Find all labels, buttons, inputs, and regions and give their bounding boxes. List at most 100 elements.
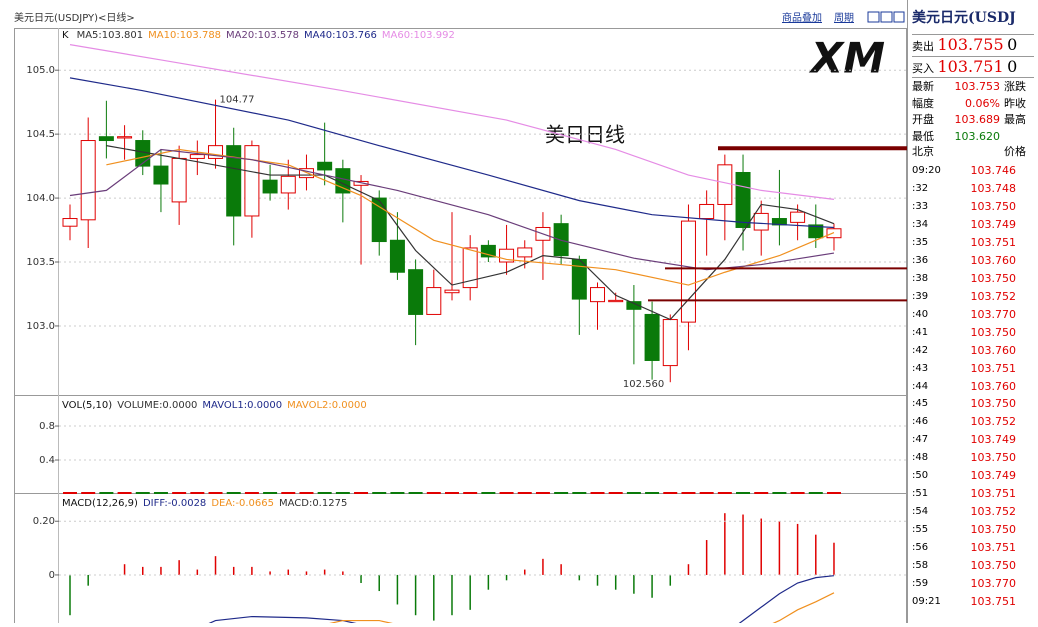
logo-bg	[796, 38, 900, 82]
tick-time: :38	[912, 272, 929, 284]
layout-icon[interactable]	[867, 11, 880, 23]
tick-header: 价格	[1004, 145, 1026, 158]
volume-bar	[426, 492, 441, 494]
candle-body	[462, 247, 478, 289]
volume-bar	[208, 492, 223, 494]
volume-bar	[372, 492, 387, 494]
legend-entry: MA60:103.992	[382, 30, 455, 41]
info-value: 0.06%	[965, 96, 1000, 110]
layout-icon[interactable]	[880, 11, 893, 23]
legend-entry: DIFF:-0.0028	[143, 498, 206, 509]
volume-bar	[499, 492, 514, 494]
tick-time: :32	[912, 182, 929, 194]
tick-price: 103.749	[970, 433, 1017, 447]
tick-time: :40	[912, 308, 929, 320]
candle-body	[717, 164, 733, 205]
tick-price: 103.770	[970, 307, 1017, 321]
candle-body	[626, 301, 642, 310]
candle-body	[244, 145, 260, 217]
quote-panel: 美元日元(USDJ 卖出 103.755 0 买入 103.751 0 最新 10…	[907, 0, 1038, 623]
legend-entry: MACD:0.1275	[279, 498, 347, 509]
tick-price: 103.746	[970, 164, 1017, 177]
ma-line	[69, 77, 835, 229]
y-tick-label: 0.20	[33, 516, 55, 527]
candle-body	[608, 299, 624, 303]
tick-time: :35	[912, 236, 929, 248]
sell-row: 卖出 103.755 0	[912, 34, 1034, 55]
y-tick-label: 104.5	[26, 129, 55, 140]
tick-time: :33	[912, 200, 929, 212]
logo-text: XM	[808, 34, 885, 83]
layout-icon[interactable]	[893, 11, 905, 23]
candle-body	[226, 145, 242, 217]
tick-time: 09:20	[912, 165, 941, 176]
volume-bar	[317, 492, 332, 494]
tick-price: 103.751	[970, 487, 1017, 501]
tick-time: :45	[912, 398, 929, 410]
y-tick-label: 105.0	[26, 65, 55, 76]
candle-body	[408, 269, 424, 315]
volume-bar	[81, 492, 96, 494]
y-tick-label: 103.5	[26, 257, 55, 268]
info-value: 103.620	[954, 129, 1001, 143]
chart-area: 美元日元(USDJPY)<日线> 商品叠加 周期 XM 美日日线 K VOL(5…	[14, 11, 907, 624]
dea-line	[329, 592, 835, 623]
candle-body	[753, 212, 769, 231]
volume-bar	[645, 492, 660, 494]
tick-price: 103.748	[970, 181, 1017, 195]
info-label: 昨收	[1004, 96, 1026, 110]
tick-price: 103.760	[970, 379, 1017, 393]
volume-bar	[244, 492, 259, 494]
tick-price: 103.750	[970, 397, 1017, 411]
tick-time: :34	[912, 218, 929, 230]
legend-entry: MAVOL1:0.0000	[202, 400, 282, 411]
tick-time: :36	[912, 254, 929, 266]
volume-bar	[808, 492, 823, 494]
tick-time: :58	[912, 560, 929, 572]
volume-bar	[608, 492, 623, 494]
tick-price: 103.751	[970, 541, 1017, 555]
volume-bar	[754, 492, 769, 494]
info-label: 开盘	[912, 113, 934, 126]
volume-bar	[772, 492, 787, 494]
tick-price: 103.760	[970, 343, 1017, 357]
tick-price: 103.749	[970, 469, 1017, 483]
window-title: 美元日元(USDJPY)<日线>	[14, 11, 135, 24]
info-label: 涨跌	[1004, 80, 1026, 93]
volume-bar	[699, 492, 714, 494]
volume-bar	[281, 492, 296, 494]
tick-price: 103.752	[970, 415, 1017, 429]
volume-bar	[153, 492, 168, 494]
volume-bar	[481, 492, 496, 494]
diff-line	[208, 575, 835, 623]
volume-bar	[790, 492, 805, 494]
volume-bar	[172, 492, 187, 494]
legend-entry: MA40:103.766	[304, 30, 377, 41]
tick-price: 103.749	[970, 217, 1017, 231]
volume-bar	[554, 492, 569, 494]
tick-time: :51	[912, 488, 929, 500]
volume-bar	[99, 492, 114, 494]
candle-body	[680, 220, 696, 323]
legend-entry: MAVOL2:0.0000	[287, 400, 367, 411]
tick-time: :48	[912, 452, 929, 464]
volume-bar	[517, 492, 532, 494]
candle-body	[317, 161, 333, 171]
buy-label: 买入	[912, 62, 934, 75]
volume-bar	[535, 492, 550, 494]
overlay-link[interactable]: 商品叠加	[782, 11, 822, 24]
volume-bar	[354, 492, 369, 494]
tick-header: 北京	[912, 145, 934, 158]
legend-entry: MA20:103.578	[226, 30, 299, 41]
tick-time: :54	[912, 506, 929, 518]
info-value: 103.689	[954, 113, 1001, 126]
quote-title: 美元日元(USDJ	[912, 10, 1016, 26]
tick-price: 103.750	[970, 325, 1017, 339]
volume-bar	[390, 492, 405, 494]
volume-bar	[626, 492, 641, 494]
tick-time: :46	[912, 416, 929, 428]
period-link[interactable]: 周期	[834, 12, 854, 24]
legend-entry: MA10:103.788	[148, 30, 221, 41]
volume-bar	[717, 492, 732, 494]
